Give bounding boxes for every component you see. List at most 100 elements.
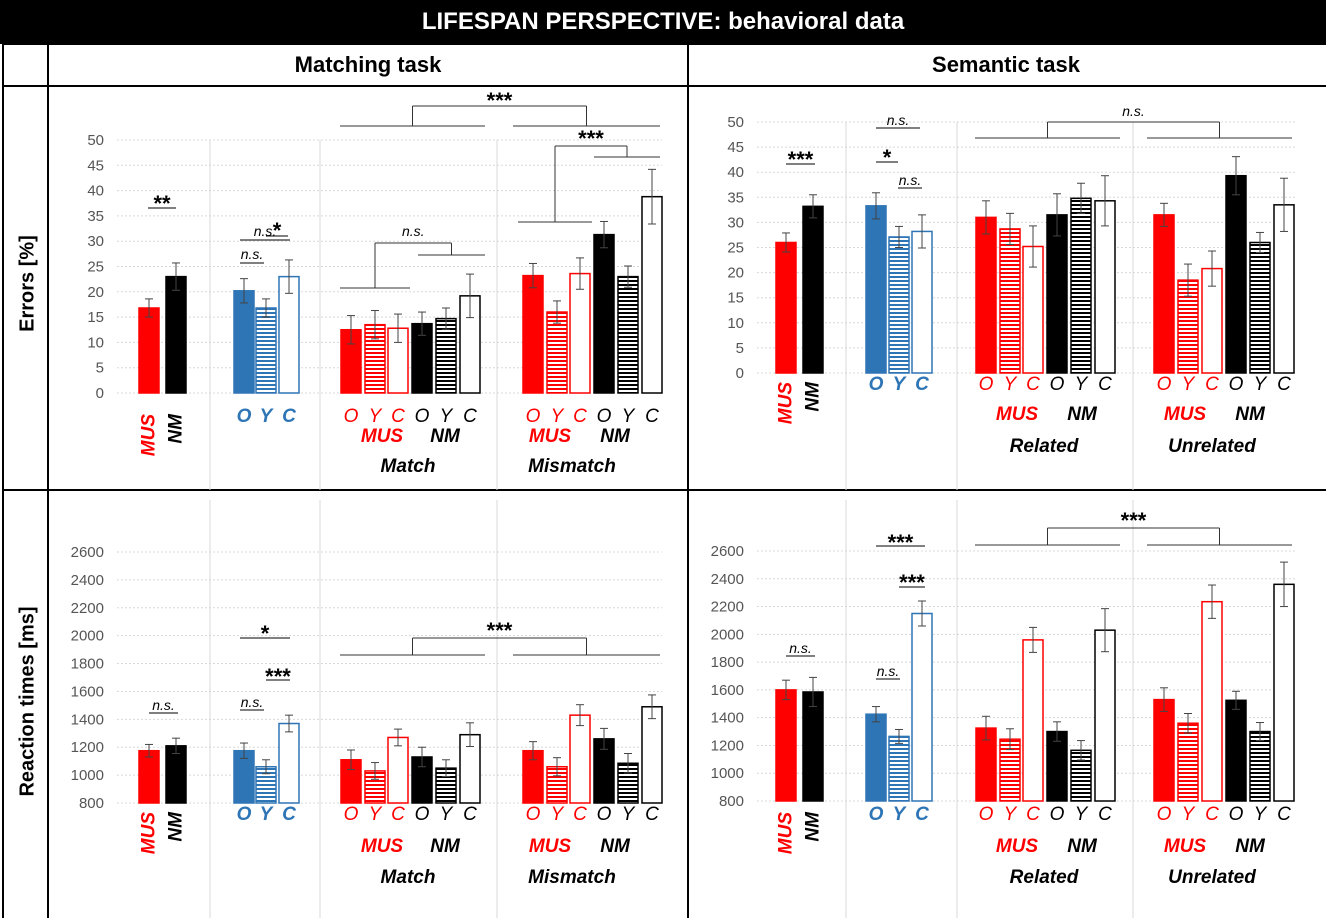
y-tick-label: 10	[727, 315, 744, 332]
group-label: MUS	[996, 836, 1039, 857]
condition-label: Related	[1010, 867, 1079, 888]
significance-label: n.s.	[887, 112, 910, 128]
bar	[1046, 730, 1068, 802]
bar	[775, 689, 797, 802]
y-tick-label: 2000	[71, 628, 104, 645]
significance-label: *	[273, 218, 282, 243]
subgroup-letter: O	[344, 406, 359, 427]
bar	[1022, 639, 1044, 802]
subgroup-letter: Y	[1004, 374, 1018, 395]
y-tick-label: 1000	[71, 767, 104, 784]
age-label: C	[915, 374, 929, 395]
y-tick-label: 20	[87, 284, 104, 301]
group-label: NM	[1235, 404, 1266, 425]
y-tick-label: 1000	[711, 765, 744, 782]
condition-label: Unrelated	[1168, 867, 1256, 888]
condition-label: Match	[381, 456, 436, 477]
significance-label: n.s.	[899, 172, 922, 188]
subgroup-letter: Y	[1182, 374, 1196, 395]
group-label: NM	[1067, 836, 1098, 857]
group-label: NM	[430, 836, 461, 857]
bar	[1153, 214, 1175, 374]
group-label: MUS	[361, 836, 404, 857]
subgroup-letter: Y	[622, 406, 636, 427]
subgroup-letter: O	[979, 804, 994, 825]
significance-label: n.s.	[254, 223, 277, 239]
condition-label: Related	[1010, 436, 1079, 457]
category-label: MUS	[776, 812, 797, 855]
age-label: O	[237, 406, 252, 427]
bar	[865, 205, 887, 374]
bar	[1094, 200, 1116, 374]
bar	[641, 706, 663, 804]
bar	[641, 195, 663, 394]
subgroup-letter: O	[415, 406, 430, 427]
group-label: MUS	[1164, 404, 1207, 425]
significance-label: ***	[888, 530, 914, 555]
y-tick-label: 30	[87, 233, 104, 250]
subgroup-letter: O	[1050, 374, 1065, 395]
category-label: MUS	[139, 812, 160, 855]
category-label: NM	[803, 811, 824, 842]
group-label: MUS	[361, 426, 404, 447]
subgroup-letter: C	[645, 406, 659, 427]
bar	[999, 228, 1021, 374]
bar	[435, 317, 457, 394]
age-label: Y	[260, 406, 275, 427]
subgroup-letter: C	[573, 804, 587, 825]
y-tick-label: 2600	[71, 544, 104, 561]
bar	[802, 691, 824, 802]
subgroup-letter: Y	[369, 804, 383, 825]
column-header-semantic: Semantic task	[932, 52, 1080, 77]
subgroup-letter: Y	[440, 804, 454, 825]
y-tick-label: 1600	[711, 682, 744, 699]
bar	[165, 275, 187, 394]
significance-label: ***	[899, 570, 925, 595]
y-tick-label: 10	[87, 334, 104, 351]
subgroup-letter: O	[526, 406, 541, 427]
y-tick-label: 2400	[71, 572, 104, 589]
y-tick-label: 2000	[711, 626, 744, 643]
significance-label: n.s.	[402, 223, 425, 239]
age-label: Y	[893, 374, 908, 395]
significance-label: *	[883, 145, 892, 170]
significance-label: n.s.	[241, 694, 264, 710]
subgroup-letter: O	[344, 804, 359, 825]
y-tick-label: 30	[727, 214, 744, 231]
bar	[802, 205, 824, 374]
bar	[1046, 214, 1068, 374]
significance-label: n.s.	[789, 640, 812, 656]
category-label: MUS	[776, 382, 797, 425]
subgroup-letter: O	[597, 406, 612, 427]
age-label: C	[282, 804, 296, 825]
bar	[1153, 698, 1175, 802]
subgroup-letter: Y	[1004, 804, 1018, 825]
subgroup-letter: Y	[1075, 804, 1089, 825]
subgroup-letter: C	[1098, 804, 1112, 825]
bar	[278, 722, 300, 804]
group-label: MUS	[529, 836, 572, 857]
significance-label: *	[261, 621, 270, 646]
y-tick-label: 35	[727, 189, 744, 206]
subgroup-letter: Y	[1075, 374, 1089, 395]
y-tick-label: 50	[727, 114, 744, 131]
y-tick-label: 1400	[711, 710, 744, 727]
bar	[546, 311, 568, 394]
subgroup-letter: C	[573, 406, 587, 427]
bar	[911, 230, 933, 374]
significance-label: ***	[487, 618, 513, 643]
bar	[138, 749, 160, 804]
subgroup-letter: C	[645, 804, 659, 825]
subgroup-letter: C	[1026, 374, 1040, 395]
y-tick-label: 15	[727, 290, 744, 307]
age-label: C	[915, 804, 929, 825]
significance-label: ***	[578, 126, 604, 151]
subgroup-letter: C	[1277, 374, 1291, 395]
subgroup-letter: O	[1157, 804, 1172, 825]
y-tick-label: 35	[87, 208, 104, 225]
bar	[278, 275, 300, 394]
subgroup-letter: Y	[551, 804, 565, 825]
bar	[888, 735, 910, 802]
